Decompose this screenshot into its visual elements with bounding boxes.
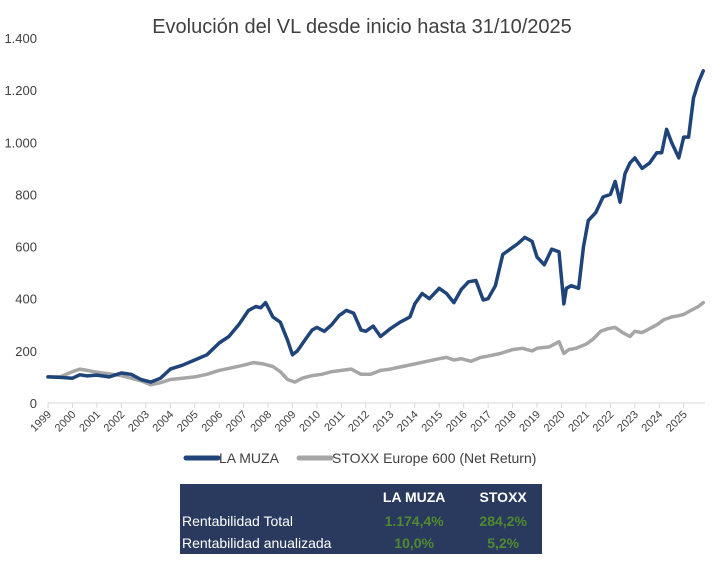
y-tick-label: 400: [15, 292, 37, 307]
x-tick-label: 2007: [224, 409, 250, 435]
table-row: Rentabilidad anualizada 10,0% 5,2%: [180, 532, 542, 554]
value-total-stoxx: 284,2%: [479, 513, 527, 529]
x-tick-label: 2002: [102, 409, 128, 435]
y-tick-label: 1.200: [4, 83, 37, 98]
row-label-annualized: Rentabilidad anualizada: [182, 535, 332, 551]
returns-table: LA MUZA STOXX Rentabilidad Total 1.174,4…: [180, 484, 542, 554]
x-tick-label: 2017: [468, 409, 494, 435]
x-tick-label: 2003: [126, 409, 152, 435]
series-line-stoxx: [46, 300, 706, 387]
x-tick-label: 2000: [53, 409, 79, 435]
x-tick-label: 2011: [322, 409, 347, 434]
x-tick-label: 2004: [151, 409, 177, 435]
x-tick-label: 2020: [542, 409, 568, 435]
legend-label-stoxx: STOXX Europe 600 (Net Return): [332, 450, 536, 466]
chart-title: Evolución del VL desde inicio hasta 31/1…: [152, 16, 572, 38]
x-tick-label: 2001: [77, 409, 103, 435]
x-tick-label: 2012: [346, 409, 372, 435]
table-row: Rentabilidad Total 1.174,4% 284,2%: [180, 510, 542, 532]
x-tick-label: 2009: [273, 409, 299, 435]
row-label-total: Rentabilidad Total: [182, 513, 294, 529]
x-tick-label: 2010: [297, 409, 323, 435]
legend: LA MUZA STOXX Europe 600 (Net Return): [183, 450, 536, 466]
table-header-stoxx: STOXX: [479, 489, 527, 505]
y-axis: 0 200 400 600 800 1.000 1.200 1.400: [4, 31, 37, 411]
x-axis: 1999200020012002200320042005200620072008…: [28, 402, 705, 435]
x-tick-label: 2025: [664, 409, 690, 435]
x-tick-label: 2021: [566, 409, 592, 435]
x-tick-label: 2015: [420, 409, 446, 435]
x-tick-label: 2013: [371, 409, 397, 435]
x-tick-label: 2014: [395, 409, 421, 435]
y-tick-label: 600: [15, 240, 37, 255]
x-tick-label: 2018: [493, 409, 519, 435]
x-tick-label: 1999: [28, 409, 54, 435]
x-tick-label: 2006: [199, 409, 225, 435]
y-tick-label: 1.000: [4, 135, 37, 150]
x-tick-label: 2008: [248, 409, 274, 435]
y-tick-label: 200: [15, 344, 37, 359]
y-tick-label: 800: [15, 187, 37, 202]
x-tick-label: 2005: [175, 409, 201, 435]
x-tick-label: 2019: [517, 409, 543, 435]
value-annualized-stoxx: 5,2%: [487, 535, 520, 551]
x-tick-label: 2023: [615, 409, 641, 435]
value-annualized-la-muza: 10,0%: [394, 535, 434, 551]
table-header-row: LA MUZA STOXX: [180, 484, 542, 510]
y-tick-label: 1.400: [4, 31, 37, 46]
x-tick-label: 2016: [444, 409, 470, 435]
table-header-blank: [180, 484, 364, 510]
x-tick-label: 2022: [591, 409, 617, 435]
series-line-la-muza: [46, 69, 706, 384]
series-group: [46, 69, 706, 387]
legend-label-la-muza: LA MUZA: [219, 450, 280, 466]
x-tick-label: 2024: [640, 409, 666, 435]
y-tick-label: 0: [30, 396, 37, 411]
table-header-la-muza: LA MUZA: [382, 489, 446, 505]
value-total-la-muza: 1.174,4%: [384, 513, 444, 529]
line-chart: Evolución del VL desde inicio hasta 31/1…: [4, 16, 706, 466]
